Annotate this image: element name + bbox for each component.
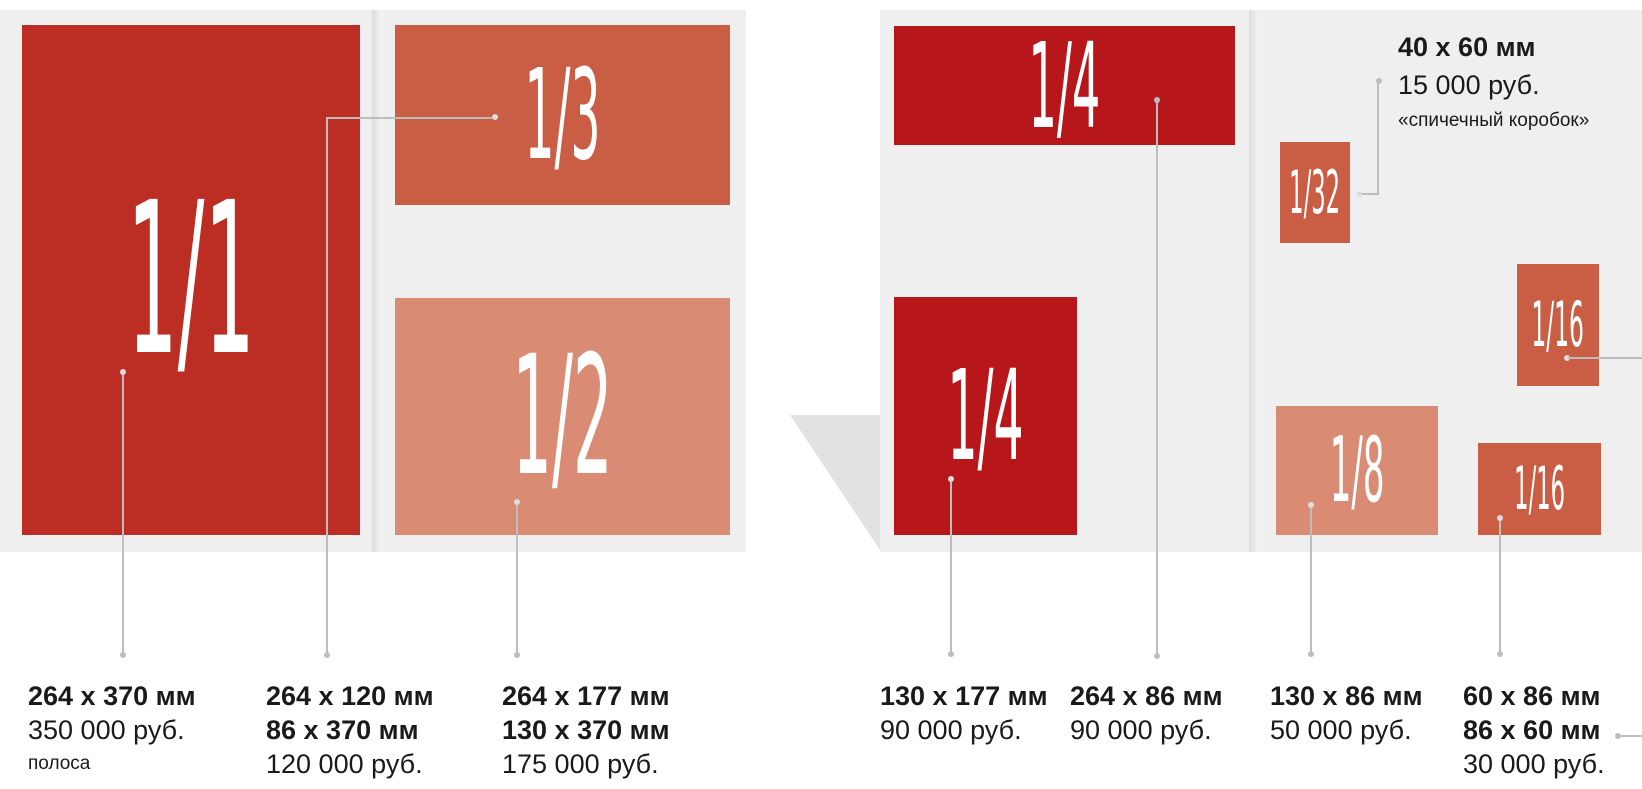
label-sixteenth-size1: 60 x 86 мм <box>1463 681 1601 711</box>
block-one-third: 1/3 <box>395 25 730 205</box>
leader-half <box>516 505 518 655</box>
label-quarter-horizontal: 264 x 86 мм 90 000 руб. <box>1070 680 1223 748</box>
block-quarter-vertical: 1/4 <box>894 297 1077 535</box>
leader-quarter-v-start <box>948 476 954 482</box>
label-sixteenth: 60 x 86 мм 86 x 60 мм 30 000 руб. <box>1463 680 1605 781</box>
leader-sixteenth-top <box>1568 357 1642 359</box>
label-full-note: полоса <box>28 752 91 774</box>
leader-sixteenth-bottom <box>1619 735 1642 737</box>
label-half-size1: 264 x 177 мм <box>502 681 670 711</box>
label-full-size: 264 x 370 мм <box>28 681 196 711</box>
page-curl-shadow <box>790 415 880 550</box>
label-eighth-price: 50 000 руб. <box>1270 714 1412 745</box>
block-one-eighth: 1/8 <box>1276 406 1438 535</box>
matchbox-size: 40 x 60 мм <box>1398 32 1536 62</box>
leader-half-start <box>514 499 520 505</box>
matchbox-note: «спичечный коробок» <box>1398 110 1590 131</box>
block-full-page: 1/1 <box>22 25 360 535</box>
block-one-eighth-label: 1/8 <box>1329 417 1385 523</box>
leader-sixteenth-bottom-start <box>1615 733 1621 739</box>
leader-third-start <box>492 114 498 120</box>
leader-eighth <box>1310 508 1312 654</box>
label-third: 264 x 120 мм 86 x 370 мм 120 000 руб. <box>266 680 434 781</box>
leader-quarter-v-end <box>948 651 954 657</box>
label-quarter-horizontal-price: 90 000 руб. <box>1070 714 1212 745</box>
block-one-half-label: 1/2 <box>512 320 613 512</box>
leader-full-end <box>120 652 126 658</box>
label-quarter-horizontal-size: 264 x 86 мм <box>1070 681 1223 711</box>
label-full: 264 x 370 мм 350 000 руб. полоса <box>28 680 196 775</box>
leader-eighth-start <box>1308 502 1314 508</box>
block-one-half: 1/2 <box>395 298 730 535</box>
matchbox-price: 15 000 руб. <box>1398 70 1540 100</box>
label-full-price: 350 000 руб. <box>28 714 185 745</box>
block-quarter-horizontal: 1/4 <box>894 26 1235 145</box>
left-spread-spine <box>372 10 382 552</box>
block-one-16-top: 1/16 <box>1517 264 1599 386</box>
leader-32-start <box>1357 191 1363 197</box>
label-quarter-vertical-price: 90 000 руб. <box>880 714 1022 745</box>
label-sixteenth-price: 30 000 руб. <box>1463 748 1605 779</box>
block-quarter-horizontal-label: 1/4 <box>1028 16 1101 155</box>
leader-third-h <box>326 117 492 119</box>
label-eighth-size: 130 x 86 мм <box>1270 681 1423 711</box>
block-one-third-label: 1/3 <box>524 42 601 188</box>
label-eighth: 130 x 86 мм 50 000 руб. <box>1270 680 1423 748</box>
leader-third-v <box>326 117 328 655</box>
label-half: 264 x 177 мм 130 x 370 мм 175 000 руб. <box>502 680 670 781</box>
block-one-16-bottom-label: 1/16 <box>1514 454 1565 524</box>
leader-eighth-end <box>1308 651 1314 657</box>
leader-sixteenth-top-start <box>1564 355 1570 361</box>
leader-full <box>122 375 124 655</box>
label-half-price: 175 000 руб. <box>502 748 659 779</box>
leader-sixteenth <box>1499 521 1501 654</box>
label-sixteenth-size2: 86 x 60 мм <box>1463 714 1601 745</box>
leader-third-end <box>324 652 330 658</box>
label-third-size2: 86 x 370 мм <box>266 714 419 745</box>
label-quarter-vertical-size: 130 x 177 мм <box>880 681 1048 711</box>
label-quarter-vertical: 130 x 177 мм 90 000 руб. <box>880 680 1048 748</box>
block-one-16-bottom: 1/16 <box>1478 443 1601 535</box>
leader-full-start <box>120 369 126 375</box>
leader-quarter-h <box>1156 100 1158 656</box>
leader-quarter-h-end <box>1154 653 1160 659</box>
block-one-16-top-label: 1/16 <box>1531 288 1585 361</box>
leader-32-v <box>1377 80 1379 195</box>
leader-32-end <box>1376 78 1382 84</box>
block-full-page-label: 1/1 <box>127 157 255 402</box>
leader-quarter-v <box>950 482 952 654</box>
label-third-size1: 264 x 120 мм <box>266 681 434 711</box>
right-spread-spine <box>1249 10 1259 552</box>
label-half-size2: 130 x 370 мм <box>502 714 670 745</box>
label-third-price: 120 000 руб. <box>266 748 423 779</box>
leader-sixteenth-start <box>1497 515 1503 521</box>
block-one-32: 1/32 <box>1280 142 1350 243</box>
block-quarter-vertical-label: 1/4 <box>947 343 1024 489</box>
leader-half-end <box>514 652 520 658</box>
leader-32-h <box>1362 193 1378 195</box>
block-one-32-label: 1/32 <box>1289 157 1341 228</box>
leader-sixteenth-end <box>1497 651 1503 657</box>
